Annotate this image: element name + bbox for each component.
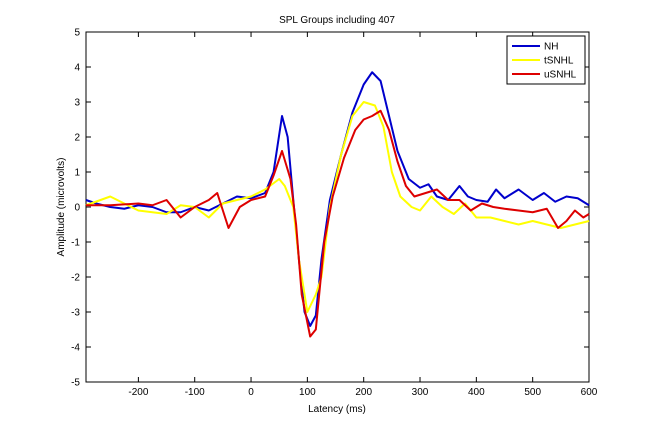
legend-label: NH xyxy=(544,42,558,53)
y-tick-label: -1 xyxy=(71,238,80,249)
y-tick-label: 5 xyxy=(74,28,80,39)
y-tick-label: -5 xyxy=(71,378,80,389)
series-line xyxy=(86,109,590,338)
x-tick-label: 0 xyxy=(248,387,254,398)
y-tick-label: -4 xyxy=(71,343,80,354)
x-tick-label: 500 xyxy=(524,387,541,398)
plot-area xyxy=(85,31,590,383)
x-tick-label: 300 xyxy=(412,387,429,398)
chart-title: SPL Groups including 407 xyxy=(279,15,395,26)
legend-label: tSNHL xyxy=(544,56,574,67)
x-tick-label: 200 xyxy=(355,387,372,398)
x-axis-label: Latency (ms) xyxy=(308,404,366,415)
x-tick-label: 400 xyxy=(468,387,485,398)
y-tick-label: -2 xyxy=(71,273,80,284)
y-tick-label: 0 xyxy=(74,203,80,214)
x-tick-label: 100 xyxy=(299,387,316,398)
y-tick-label: 3 xyxy=(74,98,80,109)
y-tick-label: 2 xyxy=(74,133,80,144)
y-tick-label: 4 xyxy=(74,63,80,74)
y-axis-label: Amplitude (microvolts) xyxy=(56,158,67,257)
y-tick-label: 1 xyxy=(74,168,80,179)
x-tick-label: -100 xyxy=(185,387,205,398)
legend-label: uSNHL xyxy=(544,70,577,81)
y-tick-label: -3 xyxy=(71,308,80,319)
x-tick-label: 600 xyxy=(581,387,598,398)
x-tick-label: -200 xyxy=(128,387,148,398)
